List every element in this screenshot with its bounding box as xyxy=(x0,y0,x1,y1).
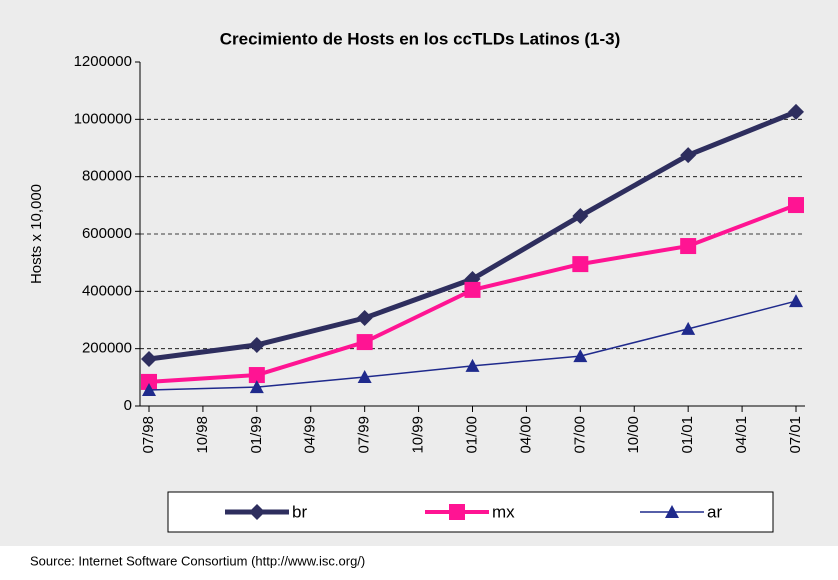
data-point xyxy=(141,350,157,367)
x-tick-label: 04/01 xyxy=(733,416,750,454)
data-point xyxy=(465,358,480,372)
data-point xyxy=(680,147,697,164)
source-note: Source: Internet Software Consortium (ht… xyxy=(30,553,365,568)
data-point xyxy=(789,294,803,308)
y-axis-label: Hosts x 10,000 xyxy=(28,184,45,284)
x-tick-label: 01/00 xyxy=(463,416,480,454)
y-tick-label: 200000 xyxy=(82,340,132,357)
legend-label: mx xyxy=(492,502,515,521)
y-tick-label: 1200000 xyxy=(74,53,132,70)
data-point xyxy=(572,256,589,273)
data-point xyxy=(248,336,265,353)
x-tick-label: 07/00 xyxy=(571,416,588,454)
x-tick-label: 04/99 xyxy=(302,416,319,454)
data-point xyxy=(142,382,156,396)
data-point xyxy=(573,349,588,363)
chart-title: Crecimiento de Hosts en los ccTLDs Latin… xyxy=(220,29,621,48)
data-point xyxy=(357,370,372,384)
data-point xyxy=(788,197,804,214)
data-point xyxy=(464,281,481,298)
x-tick-label: 10/00 xyxy=(625,416,642,454)
data-point xyxy=(680,238,697,255)
x-tick-label: 07/99 xyxy=(356,416,373,454)
data-point xyxy=(249,380,264,394)
data-point xyxy=(681,321,696,335)
chart-background xyxy=(0,0,838,546)
x-tick-label: 07/01 xyxy=(787,416,804,454)
y-tick-label: 600000 xyxy=(82,225,132,242)
x-tick-label: 01/01 xyxy=(679,416,696,454)
legend-marker xyxy=(249,504,265,520)
y-tick-label: 400000 xyxy=(82,282,132,299)
x-tick-label: 04/00 xyxy=(517,416,534,454)
data-point xyxy=(572,207,589,224)
y-tick-label: 1000000 xyxy=(74,110,132,127)
legend-marker xyxy=(449,504,465,520)
legend-label: br xyxy=(292,502,307,521)
x-tick-label: 01/99 xyxy=(248,416,265,454)
legend-label: ar xyxy=(707,502,722,521)
y-tick-label: 0 xyxy=(124,397,132,414)
data-point xyxy=(248,367,265,384)
x-tick-label: 10/98 xyxy=(194,416,211,454)
data-point xyxy=(356,334,373,351)
x-tick-label: 07/98 xyxy=(140,416,157,454)
data-point xyxy=(141,373,157,390)
legend-marker xyxy=(665,505,679,518)
x-tick-label: 10/99 xyxy=(410,416,427,454)
data-point xyxy=(788,103,804,120)
data-point xyxy=(356,309,373,326)
y-tick-label: 800000 xyxy=(82,168,132,185)
